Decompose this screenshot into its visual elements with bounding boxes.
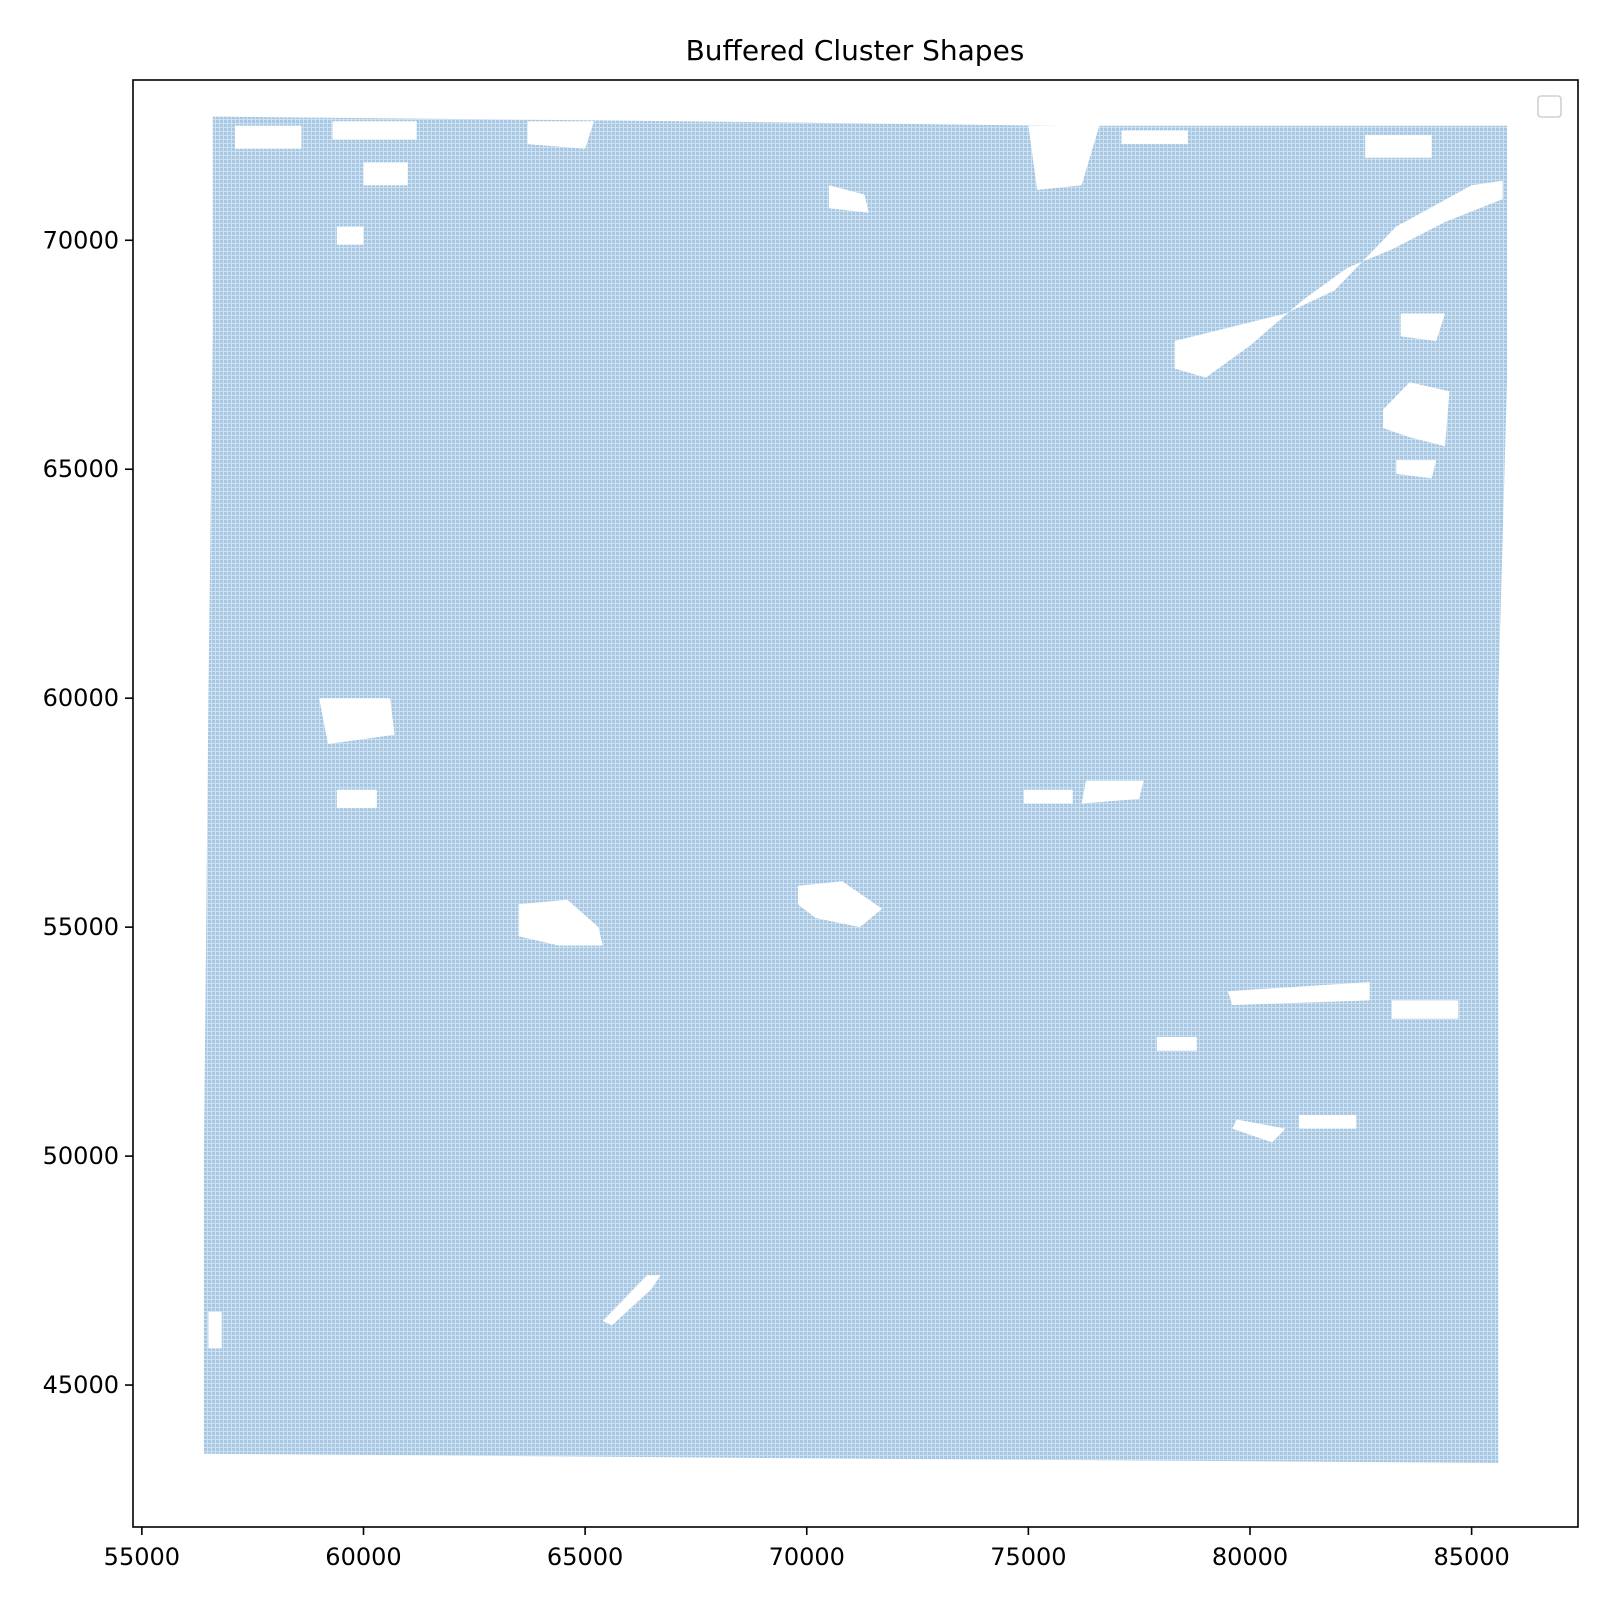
y-axis: 45000 50000 55000 60000 65000 70000 [43,226,133,1399]
x-tick-label: 70000 [769,1543,845,1571]
x-tick-label: 85000 [1433,1543,1509,1571]
x-tick-label: 80000 [1212,1543,1288,1571]
y-tick-label: 65000 [43,455,119,483]
x-axis: 55000 60000 65000 70000 75000 80000 85000 [104,1527,1510,1571]
x-tick-label: 75000 [990,1543,1066,1571]
y-tick-label: 60000 [43,684,119,712]
x-tick-label: 55000 [104,1543,180,1571]
x-tick-label: 65000 [547,1543,623,1571]
axes-frame [132,79,1579,1528]
cluster-region [203,116,1508,1463]
plot-area [203,116,1508,1463]
y-tick-label: 50000 [43,1142,119,1170]
y-tick-label: 55000 [43,913,119,941]
chart-title: Buffered Cluster Shapes [686,34,1025,67]
y-tick-label: 70000 [43,226,119,254]
y-tick-label: 45000 [43,1371,119,1399]
x-tick-label: 60000 [325,1543,401,1571]
legend-box [1537,95,1562,118]
